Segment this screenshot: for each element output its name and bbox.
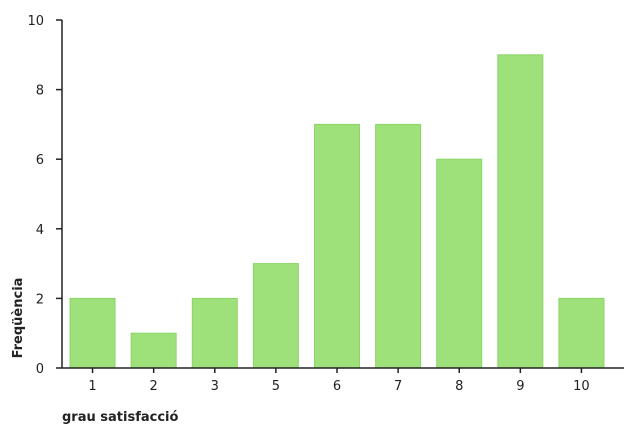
bar-10 (559, 298, 604, 368)
bar-6 (315, 124, 360, 368)
y-axis-title: Freqüència (11, 278, 26, 359)
bars-group (70, 55, 604, 368)
y-tick-label: 2 (36, 292, 44, 307)
x-tick-label: 5 (272, 379, 280, 394)
bar-9 (498, 55, 543, 368)
y-tick-label: 0 (36, 362, 44, 377)
x-tick-label: 6 (333, 379, 341, 394)
x-tick-label: 7 (394, 379, 402, 394)
bar-7 (376, 124, 421, 368)
bar-5 (253, 264, 298, 368)
bar-8 (437, 159, 482, 368)
bar-1 (70, 298, 115, 368)
bar-2 (131, 333, 176, 368)
y-tick-label: 4 (36, 223, 44, 238)
x-tick-label: 10 (573, 379, 590, 394)
x-tick-label: 1 (88, 379, 96, 394)
x-axis-title: grau satisfacció (62, 410, 178, 425)
y-tick-label: 10 (27, 14, 44, 29)
x-tick-label: 9 (516, 379, 524, 394)
y-tick-label: 8 (36, 84, 44, 99)
x-tick-label: 2 (150, 379, 158, 394)
bar-3 (192, 298, 237, 368)
x-tick-label: 8 (455, 379, 463, 394)
x-tick-label: 3 (211, 379, 219, 394)
y-tick-label: 6 (36, 153, 44, 168)
